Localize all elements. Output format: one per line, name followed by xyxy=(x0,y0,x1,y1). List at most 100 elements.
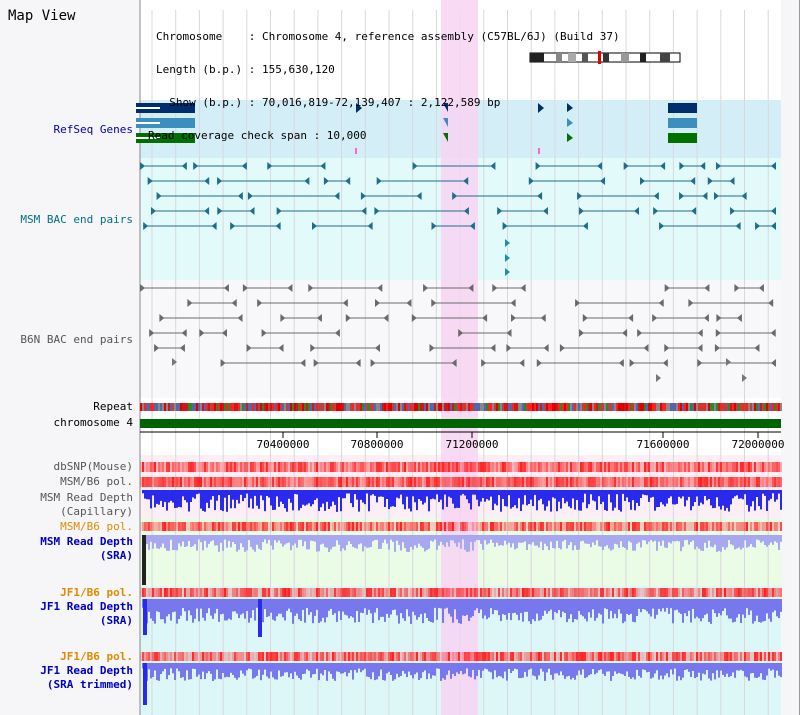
jf1-depth-trim-label[interactable]: JF1 Read Depth (SRA trimmed) xyxy=(40,665,133,691)
heat-cell xyxy=(176,477,178,487)
repeat-segment xyxy=(696,403,698,411)
heat-cell xyxy=(398,588,400,597)
depth-spike xyxy=(143,599,147,635)
depth-bar xyxy=(228,535,230,541)
depth-bar xyxy=(776,490,778,500)
heat-cell xyxy=(316,477,318,487)
msm-bac-label[interactable]: MSM BAC end pairs xyxy=(20,213,133,226)
heat-cell xyxy=(374,477,376,487)
heat-cell xyxy=(220,477,222,487)
gene-block xyxy=(136,133,195,143)
msm-b6-pol-label-1[interactable]: MSM/B6 pol. xyxy=(60,475,133,488)
heat-cell xyxy=(252,462,254,472)
depth-bar xyxy=(544,599,546,611)
heat-cell xyxy=(610,462,612,472)
heat-cell xyxy=(444,652,446,661)
repeat-segment xyxy=(694,403,696,411)
repeat-segment xyxy=(398,403,400,411)
depth-bar xyxy=(476,663,478,676)
msm-depth-sra-label[interactable]: MSM Read Depth (SRA) xyxy=(40,536,133,562)
chromosome-label[interactable]: chromosome 4 xyxy=(53,416,133,429)
depth-bar xyxy=(268,490,270,498)
b6n-bac-label[interactable]: B6N BAC end pairs xyxy=(20,333,133,346)
heat-cell xyxy=(562,522,564,531)
heat-cell xyxy=(554,588,556,597)
depth-bar xyxy=(566,599,568,623)
heat-cell xyxy=(774,462,776,472)
depth-bar xyxy=(408,490,410,509)
depth-bar xyxy=(360,490,362,500)
heat-cell xyxy=(570,522,572,531)
repeat-segment xyxy=(184,403,186,411)
repeat-label[interactable]: Repeat xyxy=(93,400,133,413)
heat-cell xyxy=(662,477,664,487)
heat-cell xyxy=(510,462,512,472)
depth-bar xyxy=(360,663,362,673)
heat-cell xyxy=(256,652,258,661)
heat-cell xyxy=(570,462,572,472)
repeat-segment xyxy=(194,403,196,411)
heat-cell xyxy=(462,477,464,487)
repeat-segment xyxy=(242,403,244,411)
jf1-b6-pol-label-2[interactable]: JF1/B6 pol. xyxy=(60,650,133,663)
repeat-segment xyxy=(442,403,444,411)
refseq-genes-label[interactable]: RefSeq Genes xyxy=(53,123,133,136)
depth-bar xyxy=(502,663,504,679)
depth-bar xyxy=(656,490,658,508)
heat-cell xyxy=(210,588,212,597)
heat-cell xyxy=(628,477,630,487)
depth-bar xyxy=(666,490,668,504)
heat-cell xyxy=(590,477,592,487)
heat-cell xyxy=(240,462,242,472)
heat-cell xyxy=(768,477,770,487)
depth-bar xyxy=(290,663,292,674)
repeat-segment xyxy=(340,403,342,411)
heat-cell xyxy=(368,462,370,472)
heat-cell xyxy=(404,477,406,487)
heat-cell xyxy=(358,588,360,597)
heat-cell xyxy=(742,652,744,661)
depth-bar xyxy=(320,490,322,508)
repeat-segment xyxy=(520,403,522,411)
depth-bar xyxy=(662,535,664,541)
depth-bar xyxy=(734,663,736,678)
depth-bar xyxy=(566,535,568,549)
heat-cell xyxy=(648,652,650,661)
heat-cell xyxy=(492,462,494,472)
depth-bar xyxy=(482,599,484,619)
depth-bar xyxy=(158,599,160,613)
heat-cell xyxy=(238,588,240,597)
heat-cell xyxy=(424,522,426,531)
heat-cell xyxy=(286,588,288,597)
heat-cell xyxy=(344,588,346,597)
repeat-segment xyxy=(270,403,272,411)
depth-bar xyxy=(334,663,336,681)
depth-bar xyxy=(248,599,250,623)
heat-cell xyxy=(642,522,644,531)
heat-cell xyxy=(152,462,154,472)
heat-cell xyxy=(258,652,260,661)
depth-bar xyxy=(638,535,640,543)
heat-cell xyxy=(770,522,772,531)
jf1-b6-pol-label-1[interactable]: JF1/B6 pol. xyxy=(60,586,133,599)
depth-bar xyxy=(318,490,320,511)
msm-depth-capillary-label[interactable]: MSM Read Depth (Capillary) xyxy=(40,492,133,518)
heat-cell xyxy=(582,522,584,531)
msm-b6-pol-label-2[interactable]: MSM/B6 pol. xyxy=(60,520,133,533)
heat-cell xyxy=(700,462,702,472)
jf1-depth-sra-label[interactable]: JF1 Read Depth (SRA) xyxy=(40,601,133,627)
heat-cell xyxy=(510,522,512,531)
depth-bar xyxy=(336,535,338,541)
heat-cell xyxy=(470,462,472,472)
heat-cell xyxy=(382,652,384,661)
depth-bar xyxy=(278,490,280,507)
repeat-segment xyxy=(440,403,442,411)
depth-bar xyxy=(296,535,298,548)
heat-cell xyxy=(146,477,148,487)
depth-bar xyxy=(206,535,208,548)
depth-bar xyxy=(480,599,482,610)
dbsnp-label[interactable]: dbSNP(Mouse) xyxy=(53,460,133,473)
heat-cell xyxy=(352,522,354,531)
depth-bar xyxy=(568,663,570,676)
heat-cell xyxy=(388,588,390,597)
